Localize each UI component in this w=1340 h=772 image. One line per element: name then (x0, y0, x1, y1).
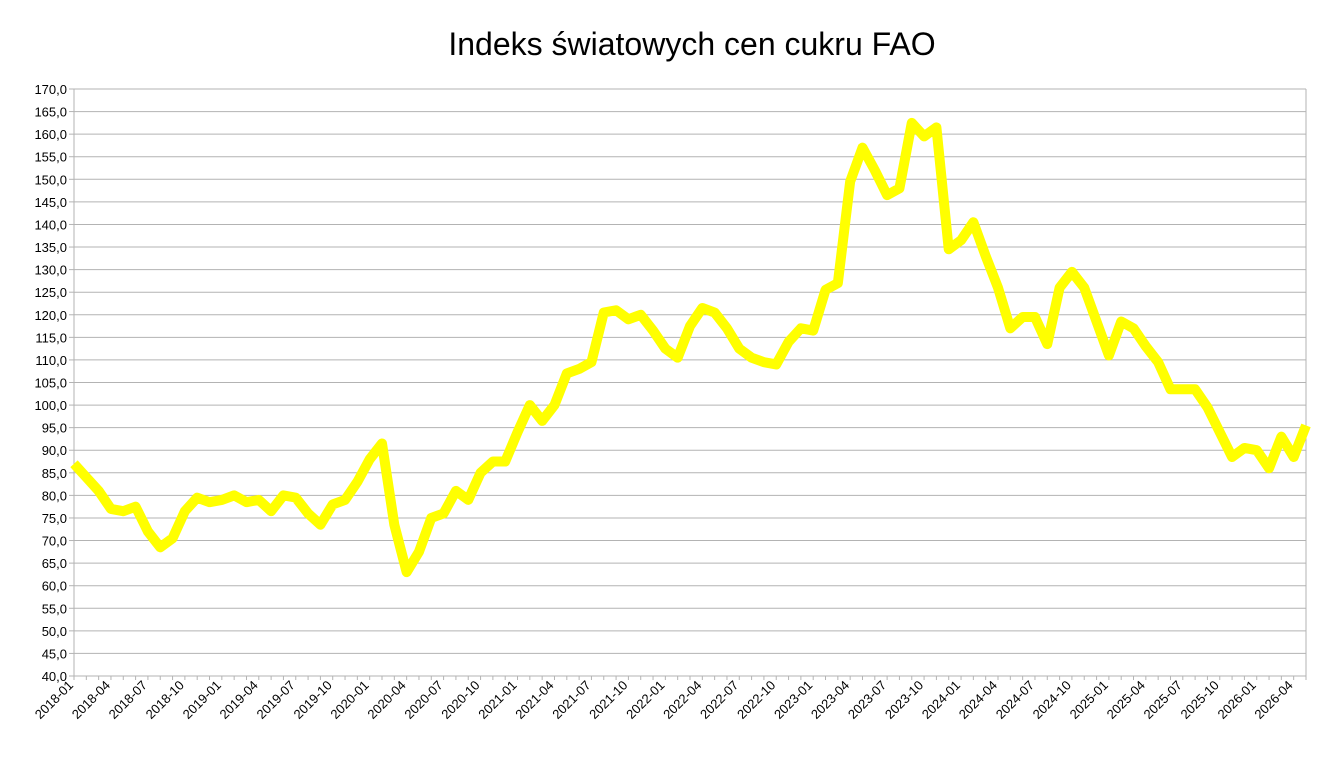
x-tick-label: 2022-01 (623, 678, 667, 722)
chart-title: Indeks światowych cen cukru FAO (448, 26, 935, 62)
y-tick-label: 125,0 (34, 285, 67, 300)
x-tick-label: 2023-10 (882, 678, 926, 722)
y-tick-label: 170,0 (34, 82, 67, 97)
x-tick-label: 2024-10 (1030, 678, 1074, 722)
y-tick-label: 160,0 (34, 127, 67, 142)
y-tick-label: 75,0 (42, 511, 67, 526)
x-tick-label: 2019-01 (180, 678, 224, 722)
x-tick-label: 2023-04 (808, 678, 852, 722)
x-tick-label: 2025-01 (1067, 678, 1111, 722)
y-tick-label: 55,0 (42, 601, 67, 616)
x-tick-label: 2019-04 (217, 678, 261, 722)
x-tick-label: 2024-01 (919, 678, 963, 722)
y-tick-label: 80,0 (42, 488, 67, 503)
x-tick-label: 2021-01 (475, 678, 519, 722)
x-tick-label: 2025-07 (1141, 678, 1185, 722)
y-tick-label: 85,0 (42, 466, 67, 481)
x-tick-label: 2023-07 (845, 678, 889, 722)
x-tick-label: 2020-07 (401, 678, 445, 722)
y-tick-label: 140,0 (34, 217, 67, 232)
x-tick-label: 2018-01 (32, 678, 76, 722)
y-tick-label: 155,0 (34, 150, 67, 165)
y-tick-label: 130,0 (34, 263, 67, 278)
x-tick-label: 2021-04 (512, 678, 556, 722)
data-line (70, 117, 1311, 578)
x-tick-label: 2022-04 (660, 678, 704, 722)
x-tick-label: 2023-01 (771, 678, 815, 722)
x-tick-label: 2026-01 (1214, 678, 1258, 722)
y-tick-label: 65,0 (42, 556, 67, 571)
x-tick-label: 2022-07 (697, 678, 741, 722)
y-tick-label: 90,0 (42, 443, 67, 458)
x-tick-label: 2019-10 (290, 678, 334, 722)
x-tick-label: 2021-07 (549, 678, 593, 722)
x-tick-label: 2021-10 (586, 678, 630, 722)
y-tick-label: 145,0 (34, 195, 67, 210)
y-tick-label: 150,0 (34, 172, 67, 187)
x-tick-label: 2020-10 (438, 678, 482, 722)
y-tick-label: 105,0 (34, 376, 67, 391)
y-tick-label: 60,0 (42, 579, 67, 594)
y-tick-label: 95,0 (42, 421, 67, 436)
x-tick-label: 2018-04 (69, 678, 113, 722)
y-tick-label: 115,0 (35, 330, 67, 345)
x-tick-label: 2022-10 (734, 678, 778, 722)
x-tick-label: 2018-10 (143, 678, 187, 722)
x-tick-label: 2025-10 (1178, 678, 1222, 722)
y-tick-label: 45,0 (42, 646, 67, 661)
y-tick-label: 135,0 (34, 240, 67, 255)
x-tick-label: 2019-07 (254, 678, 298, 722)
x-tick-label: 2018-07 (106, 678, 150, 722)
y-tick-label: 120,0 (34, 308, 67, 323)
y-tick-label: 100,0 (34, 398, 67, 413)
y-tick-label: 40,0 (42, 669, 67, 684)
x-tick-label: 2020-04 (364, 678, 408, 722)
x-tick-label: 2026-04 (1251, 678, 1295, 722)
y-tick-label: 70,0 (42, 534, 67, 549)
x-tick-label: 2024-04 (956, 678, 1000, 722)
y-tick-label: 165,0 (34, 105, 67, 120)
y-tick-label: 50,0 (42, 624, 67, 639)
x-tick-label: 2025-04 (1104, 678, 1148, 722)
x-tick-label: 2024-07 (993, 678, 1037, 722)
x-tick-label: 2020-01 (327, 678, 371, 722)
y-tick-label: 110,0 (35, 353, 67, 368)
